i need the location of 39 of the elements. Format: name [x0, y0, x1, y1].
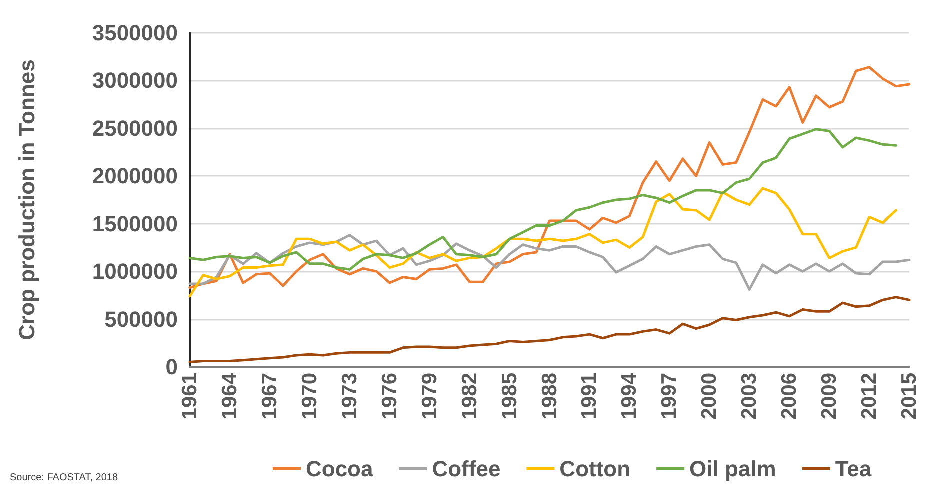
line-series — [188, 128, 898, 271]
x-tick-label: 1964 — [218, 372, 242, 420]
x-tick-label: 2006 — [778, 373, 802, 420]
x-tick-label: 2009 — [818, 373, 842, 420]
line-series — [188, 296, 911, 364]
x-tick-label: 2003 — [738, 373, 762, 420]
x-tick-label: 1973 — [338, 373, 362, 420]
x-tick-label: 1970 — [298, 373, 322, 420]
legend-label: Coffee — [432, 456, 501, 482]
y-axis-title: Crop production in Tonnes — [14, 60, 40, 340]
x-tick-label: 2000 — [698, 373, 722, 420]
x-tick-label: 1961 — [178, 372, 202, 420]
x-tick-label: 1985 — [498, 372, 522, 420]
x-tick-label: 1991 — [578, 372, 602, 420]
x-tick-label: 1997 — [658, 373, 682, 420]
x-tick-label: 1976 — [378, 373, 402, 420]
legend-label: Cotton — [560, 456, 631, 482]
x-tick-label: 2012 — [858, 373, 882, 420]
y-tick-label: 2000000 — [92, 164, 178, 189]
y-tick-label: 3500000 — [92, 20, 178, 46]
line-series — [188, 66, 911, 290]
legend-label: Tea — [835, 456, 872, 482]
y-tick-label: 500000 — [104, 306, 178, 332]
line-series — [188, 187, 898, 298]
x-tick-label: 1967 — [258, 373, 282, 420]
y-tick-label: 1500000 — [92, 211, 178, 236]
line-series — [188, 234, 911, 291]
legend-label: Cocoa — [306, 456, 374, 482]
x-tick-label: 1979 — [418, 373, 442, 420]
y-tick-label: 0 — [166, 354, 178, 380]
legend-label: Oil palm — [690, 456, 776, 482]
x-tick-label: 1982 — [458, 373, 482, 420]
x-tick-label: 1994 — [618, 372, 642, 420]
x-tick-label: 1988 — [538, 372, 562, 420]
source-note: Source: FAOSTAT, 2018 — [10, 472, 118, 484]
x-tick-label: 2015 — [898, 372, 921, 420]
y-tick-label: 3000000 — [92, 68, 178, 94]
y-tick-label: 1000000 — [92, 259, 178, 284]
y-tick-label: 2500000 — [92, 116, 178, 141]
